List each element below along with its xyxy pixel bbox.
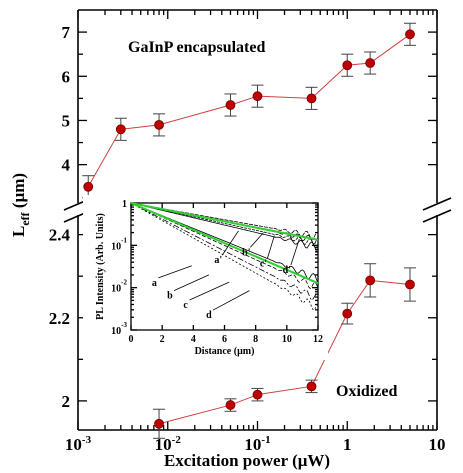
lower-data-point (306, 381, 317, 392)
upper-data-point (115, 124, 126, 135)
y-tick-label-upper: 6 (62, 67, 71, 86)
inset-annotation-arrow (290, 239, 300, 266)
inset-y-axis-title: PL Intensity (Arb. Units) (95, 213, 106, 320)
lower-data-point (225, 400, 236, 410)
inset-annotation: b (167, 291, 173, 302)
upper-data-point (405, 29, 415, 40)
inset-x-axis-title: Distance (μm) (195, 346, 255, 357)
inset-annotation-arrow (221, 230, 239, 256)
x-tick-label: 10-3 (65, 434, 92, 454)
right-break-mark (422, 197, 452, 211)
inset-x-tick-label: 10 (282, 334, 292, 345)
y-tick-label-upper: 5 (62, 111, 71, 130)
upper-data-point (342, 60, 353, 71)
inset-y-tick-label: 1 (122, 199, 127, 210)
inset-x-tick-label: 6 (222, 334, 227, 345)
right-break-mark (422, 209, 452, 223)
x-tick-label: 10 (429, 435, 446, 454)
upper-panel-label: GaInP encapsulated (128, 39, 265, 56)
y-tick-label-lower: 2.2 (49, 309, 70, 328)
inset-curve-c (130, 202, 319, 290)
lower-data-point (405, 279, 415, 290)
inset-annotation-arrow (212, 290, 250, 311)
lower-panel-label: Oxidized (336, 383, 397, 400)
y-tick-label-upper: 4 (62, 156, 71, 175)
inset-fit-line (130, 202, 319, 241)
upper-data-point (306, 93, 317, 104)
y-tick-label-lower: 2 (62, 392, 71, 411)
lower-data-point (342, 308, 353, 319)
inset-annotation-arrow (158, 265, 192, 279)
inset-x-tick-label: 8 (253, 334, 258, 345)
y-axis-title: Leff (μm) (9, 173, 32, 237)
upper-data-point (225, 100, 236, 110)
inset-x-tick-label: 2 (160, 334, 165, 345)
lower-data-point (252, 389, 263, 400)
inset-annotation: a (152, 278, 157, 289)
inset-annotation-arrow (189, 281, 230, 301)
lower-data-point (154, 418, 164, 429)
upper-series-line (87, 33, 411, 187)
inset-annotation: d (206, 310, 212, 321)
main-series (82, 22, 416, 439)
inset-fit-line (130, 202, 319, 285)
inset-curve-a' (130, 202, 319, 253)
inset-curve-b' (130, 202, 319, 249)
x-axis-title: Excitation power (μW) (164, 451, 330, 470)
y-tick-label-upper: 7 (62, 23, 71, 42)
inset-x-tick-label: 0 (129, 334, 134, 345)
inset-annotation: c' (260, 258, 267, 269)
x-tick-label: 1 (343, 435, 352, 454)
inset-annotation-arrow (250, 232, 264, 248)
inset-annotation: a' (214, 255, 222, 266)
lower-data-point (365, 275, 376, 286)
inset-x-tick-label: 12 (313, 334, 323, 345)
upper-data-point (365, 58, 376, 68)
inset-annotation: b' (242, 247, 251, 258)
inset-curve-b (130, 202, 319, 301)
inset-x-tick-label: 4 (191, 334, 196, 345)
inset-annotation: d' (283, 265, 292, 276)
upper-data-point (154, 119, 164, 130)
upper-data-point (252, 91, 263, 102)
upper-data-point (83, 181, 94, 192)
inset-annotation-arrow (173, 274, 210, 292)
inset-background (83, 195, 328, 360)
inset-annotation: c (183, 300, 188, 311)
inset-annotation-arrow (267, 235, 275, 259)
y-tick-label-lower: 2.4 (49, 226, 71, 245)
labels: GaInP encapsulated Oxidized Excitation p… (9, 39, 397, 470)
